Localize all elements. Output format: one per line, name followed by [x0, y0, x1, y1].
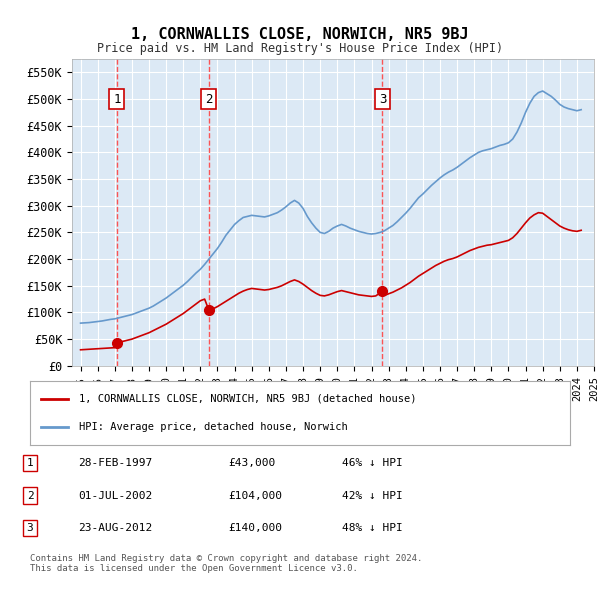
Text: 48% ↓ HPI: 48% ↓ HPI	[342, 523, 403, 533]
Text: 01-JUL-2002: 01-JUL-2002	[78, 491, 152, 500]
Text: 42% ↓ HPI: 42% ↓ HPI	[342, 491, 403, 500]
Text: 3: 3	[379, 93, 386, 106]
Text: 1: 1	[113, 93, 121, 106]
Text: £140,000: £140,000	[228, 523, 282, 533]
Text: 1, CORNWALLIS CLOSE, NORWICH, NR5 9BJ (detached house): 1, CORNWALLIS CLOSE, NORWICH, NR5 9BJ (d…	[79, 394, 416, 404]
Text: Contains HM Land Registry data © Crown copyright and database right 2024.
This d: Contains HM Land Registry data © Crown c…	[30, 554, 422, 573]
Text: HPI: Average price, detached house, Norwich: HPI: Average price, detached house, Norw…	[79, 422, 347, 432]
Text: Price paid vs. HM Land Registry's House Price Index (HPI): Price paid vs. HM Land Registry's House …	[97, 42, 503, 55]
Text: 1: 1	[26, 458, 34, 468]
Text: 46% ↓ HPI: 46% ↓ HPI	[342, 458, 403, 468]
Text: 3: 3	[26, 523, 34, 533]
Text: 28-FEB-1997: 28-FEB-1997	[78, 458, 152, 468]
Text: 2: 2	[205, 93, 212, 106]
Text: 23-AUG-2012: 23-AUG-2012	[78, 523, 152, 533]
Text: 2: 2	[26, 491, 34, 500]
Text: 1, CORNWALLIS CLOSE, NORWICH, NR5 9BJ: 1, CORNWALLIS CLOSE, NORWICH, NR5 9BJ	[131, 27, 469, 41]
Text: £104,000: £104,000	[228, 491, 282, 500]
Text: £43,000: £43,000	[228, 458, 275, 468]
